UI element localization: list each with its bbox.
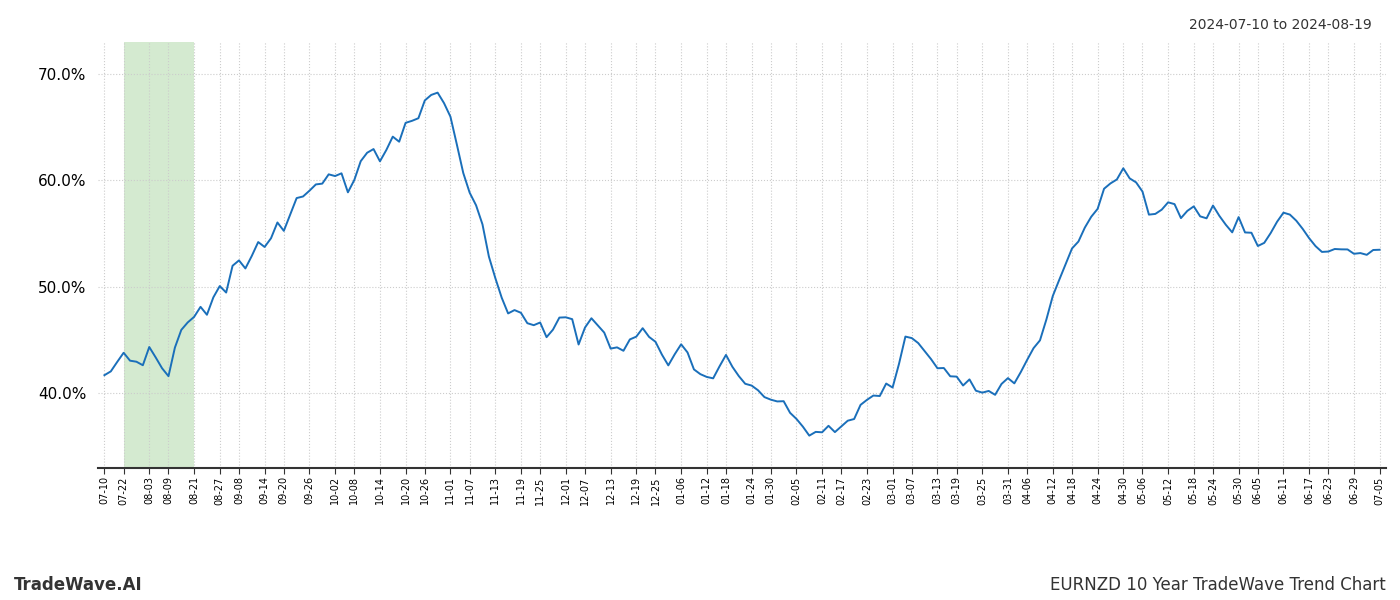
Bar (123, 42, 195, 468)
Text: 2024-07-10 to 2024-08-19: 2024-07-10 to 2024-08-19 (1189, 18, 1372, 32)
Text: EURNZD 10 Year TradeWave Trend Chart: EURNZD 10 Year TradeWave Trend Chart (1050, 576, 1386, 594)
Text: TradeWave.AI: TradeWave.AI (14, 576, 143, 594)
